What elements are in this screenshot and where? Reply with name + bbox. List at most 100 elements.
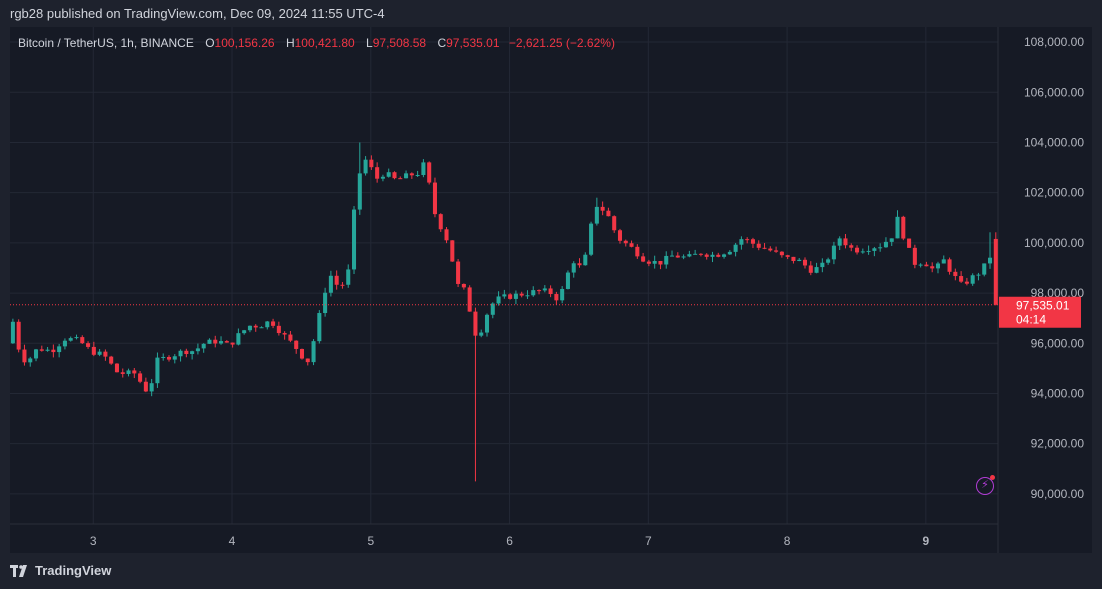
legend-high: 100,421.80 (294, 36, 355, 50)
legend-low-key: L (366, 36, 373, 50)
candle-body (120, 372, 125, 374)
candle-body (57, 346, 62, 353)
candle-body (392, 172, 397, 179)
candle-body (299, 348, 305, 359)
candle-body (976, 274, 981, 276)
candle-body (935, 263, 941, 269)
candle-body (207, 339, 212, 344)
candle-body (808, 265, 813, 273)
candle-body (652, 260, 657, 264)
candle-body (907, 238, 912, 248)
tradingview-logo-icon (10, 564, 27, 577)
x-tick-label: 8 (784, 534, 791, 548)
candle-body (438, 214, 443, 230)
x-tick-label: 4 (229, 534, 236, 548)
candle-body (970, 275, 975, 284)
candle-body (554, 294, 559, 301)
y-tick-label: 90,000.00 (1031, 487, 1085, 501)
candle-body (224, 341, 229, 343)
candle-body (589, 223, 594, 255)
x-tick-label: 6 (506, 534, 513, 548)
candle-body (947, 259, 952, 272)
candle-body (548, 288, 553, 295)
chart-pane[interactable]: 108,000.00 106,000.00 104,000.00 102,000.00… (10, 27, 1092, 553)
candle-body (502, 294, 507, 297)
candle-body (334, 275, 339, 285)
candle-body (785, 255, 790, 257)
candle-body (450, 240, 455, 262)
candle-body (62, 340, 67, 347)
candle-body (860, 251, 865, 253)
candle-body (768, 248, 773, 251)
candle-body (496, 296, 501, 304)
candle-body (727, 251, 732, 255)
legend-open: 100,156.26 (214, 36, 275, 50)
candle-body (479, 332, 484, 336)
candle-body (878, 247, 883, 249)
legend-low: 97,508.58 (372, 36, 427, 50)
chart-legend: Bitcoin / TetherUS, 1h, BINANCE O100,156… (18, 36, 615, 50)
candle-body (675, 255, 680, 258)
candle-body (930, 266, 935, 269)
candle-body (722, 254, 727, 257)
candle-body (617, 230, 623, 241)
candle-body (843, 238, 848, 246)
candle-body (323, 292, 328, 314)
candle-body (542, 288, 547, 291)
legend-close: 97,535.01 (446, 36, 500, 50)
candle-body (565, 272, 570, 289)
candle-body (987, 257, 993, 264)
candle-body (525, 295, 530, 297)
candle-body (912, 247, 917, 265)
candle-body (583, 254, 588, 266)
candle-body (190, 351, 195, 355)
candle-body (513, 293, 518, 299)
y-tick-label: 106,000.00 (1024, 85, 1084, 99)
candle-body (161, 356, 166, 358)
candle-body (109, 356, 114, 364)
x-tick-label: 7 (645, 534, 652, 548)
candle-body (114, 363, 119, 373)
candle-body (357, 173, 362, 210)
candle-body (86, 343, 91, 347)
price-chart[interactable]: 108,000.00 106,000.00 104,000.00 102,000.00… (10, 27, 1092, 553)
candle-body (895, 216, 900, 239)
candle-body (467, 287, 472, 312)
candle-body (51, 349, 56, 353)
candle-body (941, 259, 946, 264)
legend-symbol: Bitcoin / TetherUS, 1h, BINANCE (18, 36, 194, 50)
candle-body (531, 290, 536, 296)
bar-countdown: 04:14 (1016, 313, 1046, 327)
lightning-icon[interactable]: ⚡ (976, 477, 994, 495)
candle-body (802, 259, 808, 266)
candle-body (253, 325, 258, 328)
candle-body (149, 383, 154, 392)
candle-body (872, 248, 877, 251)
candle-body (138, 373, 143, 382)
candle-body (91, 346, 96, 355)
candle-body (28, 358, 33, 363)
candle-body (577, 263, 582, 266)
candle-body (39, 349, 44, 351)
candle-body (126, 370, 131, 374)
candle-body (901, 216, 906, 239)
candle-body (993, 238, 998, 305)
candle-body (294, 340, 299, 349)
y-tick-label: 98,000.00 (1031, 286, 1085, 300)
candle-body (398, 178, 403, 180)
candle-body (687, 254, 692, 257)
candle-body (409, 173, 414, 176)
candle-body (265, 321, 270, 328)
candle-body (612, 216, 617, 231)
candle-body (704, 254, 709, 257)
candle-body (883, 241, 888, 248)
candle-body (380, 176, 385, 179)
candle-body (427, 162, 432, 183)
candle-body (103, 351, 108, 357)
candle-body (837, 238, 842, 246)
last-price-value: 97,535.01 (1016, 299, 1070, 313)
candle-body (166, 356, 172, 360)
y-tick-label: 108,000.00 (1024, 35, 1084, 49)
candle-body (560, 288, 565, 301)
candle-body (831, 245, 836, 260)
